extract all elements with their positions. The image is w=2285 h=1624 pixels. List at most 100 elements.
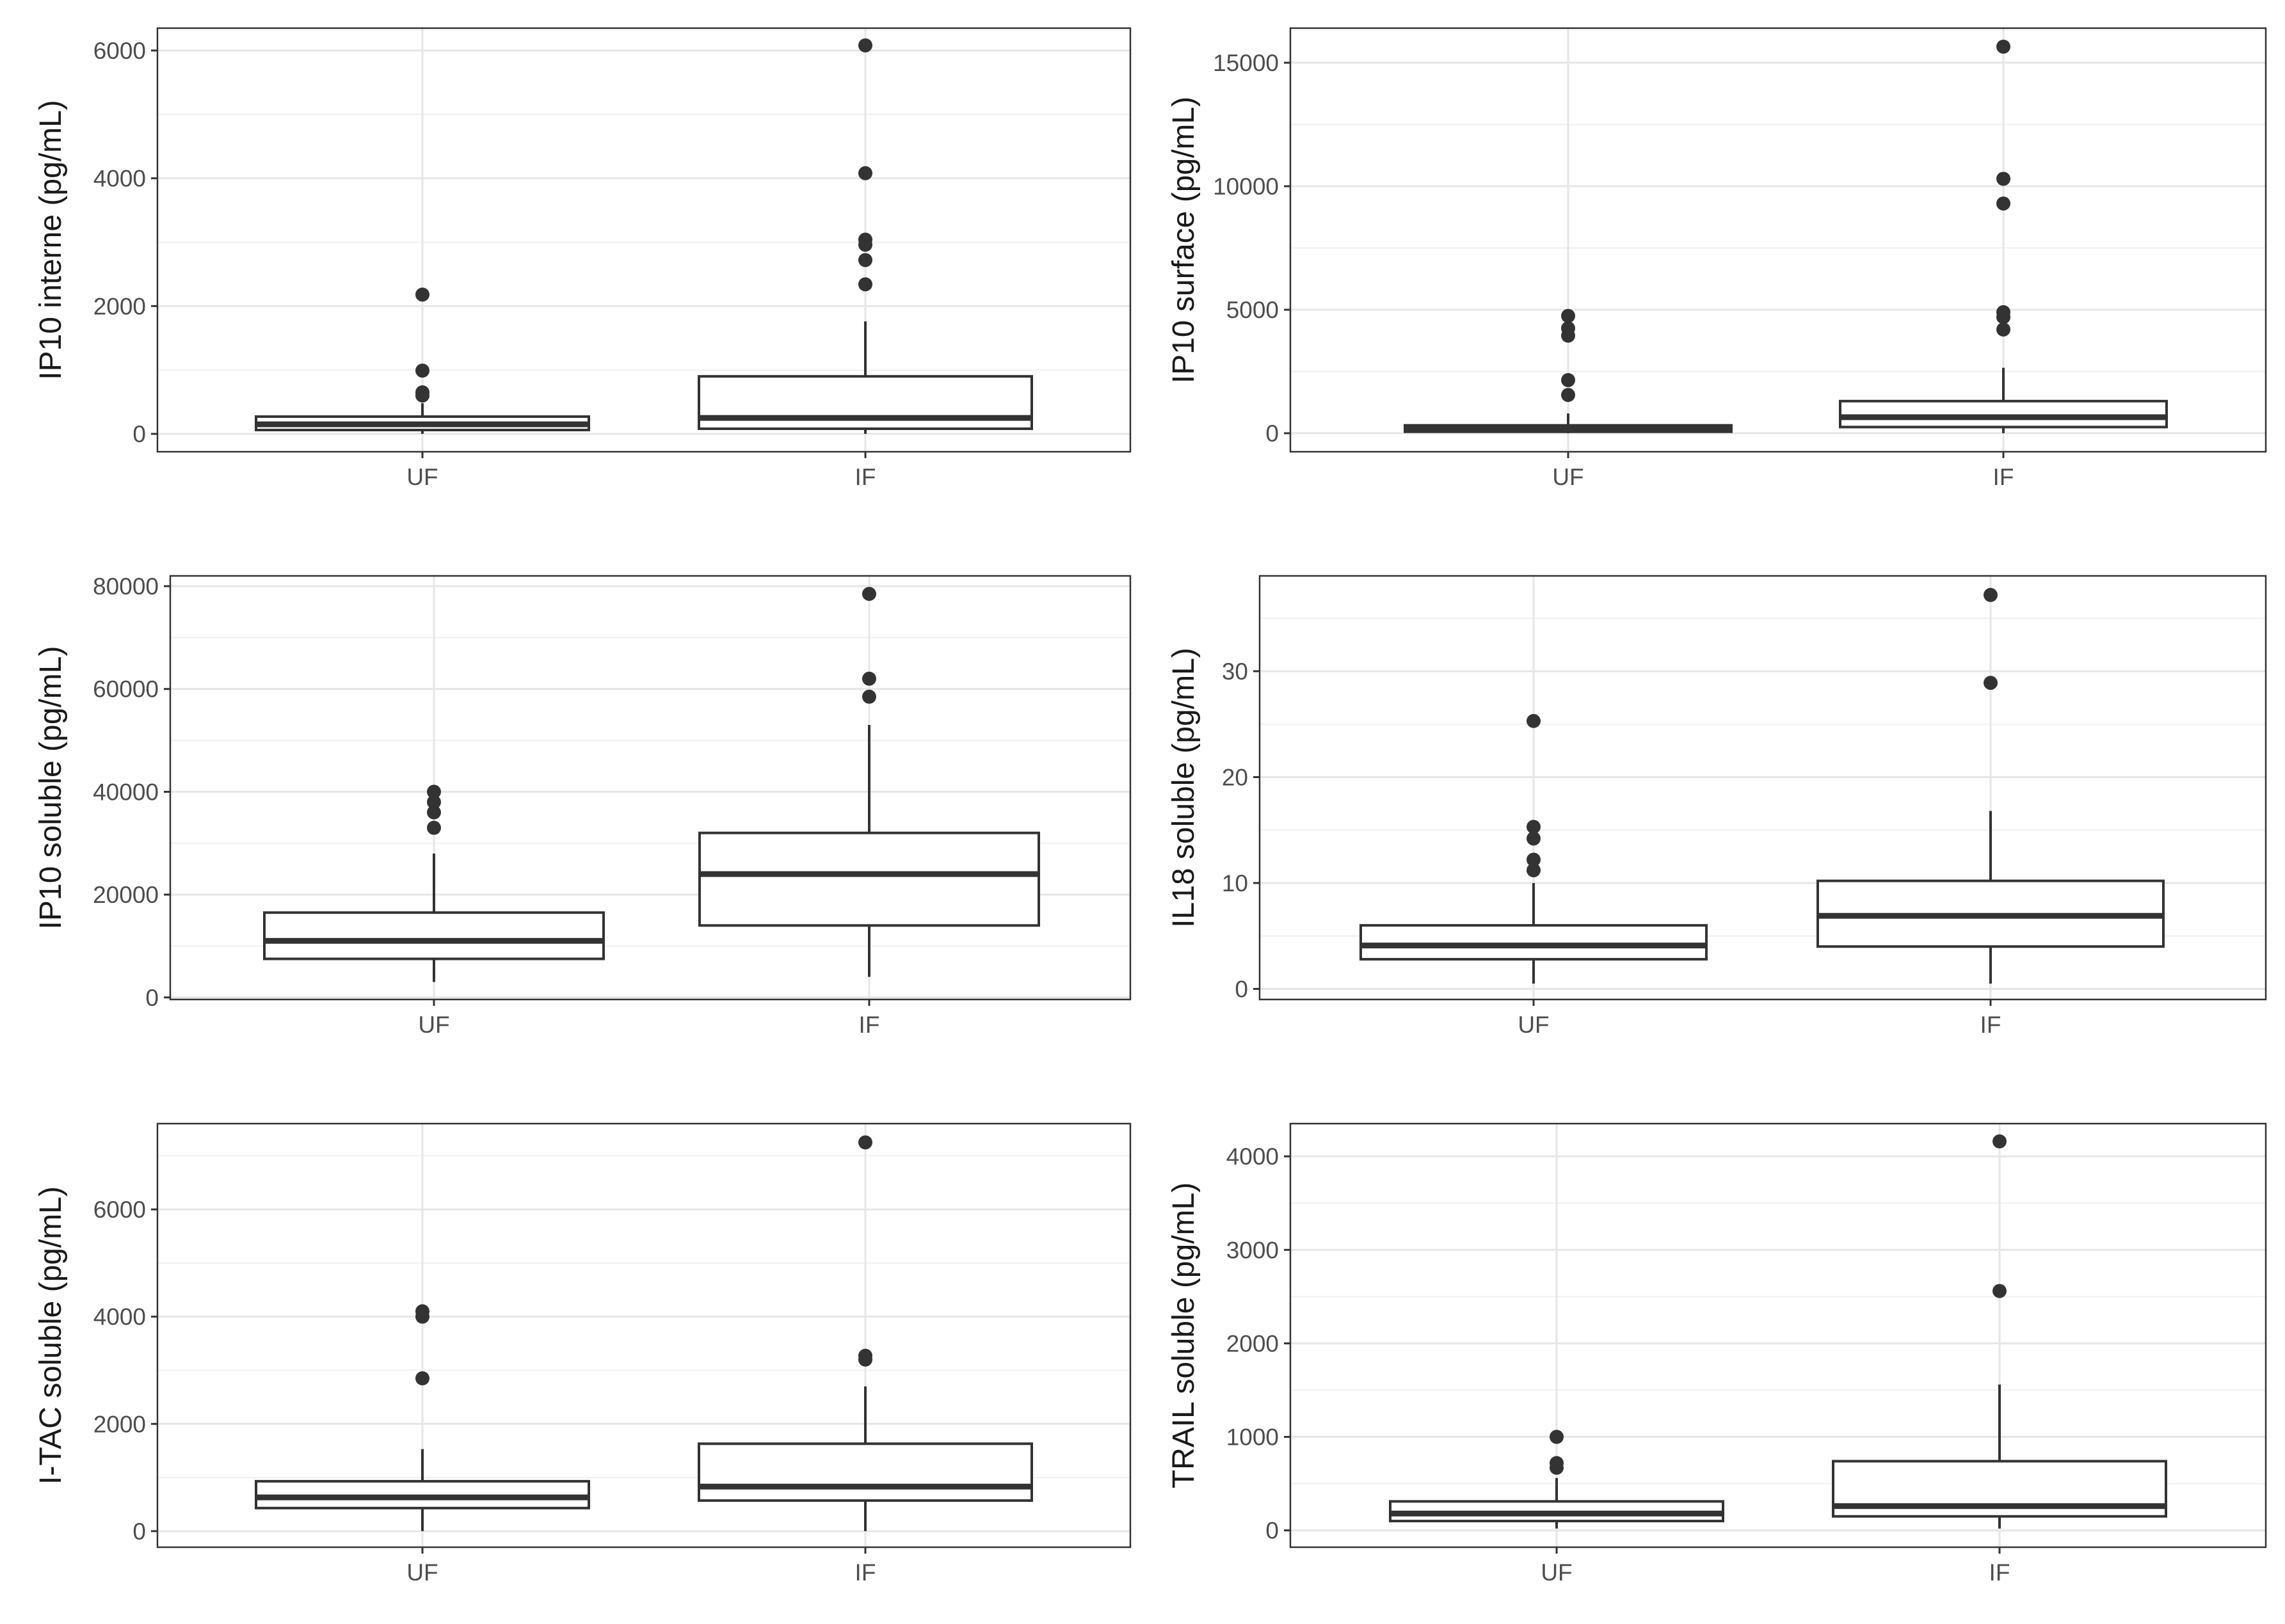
outlier-point xyxy=(858,277,872,292)
outlier-point xyxy=(415,385,429,400)
iqr-box xyxy=(263,911,605,960)
outlier-point xyxy=(1527,831,1541,846)
panel-5: 0 2000 4000 6000 UF IF I-TAC soluble (pg/mL) xyxy=(34,1122,1132,1586)
panel-border xyxy=(169,575,1132,1001)
panel-1: 0 2000 4000 6000 UF IF IP10 interne (pg/mL) xyxy=(34,27,1132,490)
x-tick-label: IF xyxy=(855,1559,876,1586)
box-UF xyxy=(255,287,590,434)
y-tick-label: 30 xyxy=(1222,658,1248,685)
panel-3: 0 20000 40000 60000 80000 UF IF IP10 soluble (p… xyxy=(34,573,1132,1038)
plot-background xyxy=(1290,28,2266,452)
outlier-point xyxy=(1527,713,1541,728)
x-tick-label: UF xyxy=(1541,1559,1572,1586)
outlier-point xyxy=(858,232,872,247)
x-tick-label: IF xyxy=(859,1012,880,1038)
y-axis-title: IL18 soluble (pg/mL) xyxy=(1167,648,1201,928)
y-tick-label: 20 xyxy=(1222,764,1248,790)
y-tick-label: 0 xyxy=(1265,420,1279,447)
y-tick-label: 6000 xyxy=(93,1197,146,1223)
box-IF xyxy=(698,38,1033,434)
y-axis-title: IP10 surface (pg/mL) xyxy=(1167,97,1201,383)
y-tick-label: 10 xyxy=(1222,870,1248,896)
iqr-box xyxy=(698,1442,1033,1502)
outlier-point xyxy=(1561,321,1575,335)
x-tick-label: UF xyxy=(1552,464,1583,490)
outlier-point xyxy=(1527,820,1541,834)
outlier-point xyxy=(427,805,441,820)
y-tick-label: 0 xyxy=(1265,1518,1279,1544)
box-UF xyxy=(1359,713,1708,984)
y-tick-label: 3000 xyxy=(1226,1237,1279,1263)
x-tick-label: IF xyxy=(855,464,876,490)
outlier-point xyxy=(862,689,876,704)
y-tick-label: 2000 xyxy=(1226,1330,1279,1357)
panel-border xyxy=(156,27,1132,453)
outlier-point xyxy=(415,363,429,378)
outlier-point xyxy=(1527,863,1541,878)
outlier-point xyxy=(415,1304,429,1319)
y-tick-label: 4000 xyxy=(93,1304,146,1330)
panel-2: 0 5000 10000 15000 UF IF IP10 surface (pg/mL) xyxy=(1167,27,2267,490)
outlier-point xyxy=(1996,322,2010,337)
outlier-point xyxy=(1984,676,1998,690)
outlier-point xyxy=(862,587,876,601)
panel-4: 0 10 20 30 UF IF IL18 soluble (pg/mL) xyxy=(1167,575,2267,1038)
outlier-point xyxy=(1996,171,2010,186)
iqr-box xyxy=(1359,924,1708,961)
iqr-box xyxy=(1839,399,2168,429)
outlier-point xyxy=(427,795,441,809)
box-IF xyxy=(1816,587,2165,984)
outlier-point xyxy=(415,287,429,302)
y-tick-label: 0 xyxy=(132,1518,146,1545)
iqr-box xyxy=(698,831,1040,927)
box-IF xyxy=(1832,1134,2167,1529)
outlier-point xyxy=(1527,852,1541,867)
y-tick-label: 5000 xyxy=(1226,297,1279,323)
outlier-point xyxy=(858,253,872,267)
outlier-point xyxy=(1996,39,2010,54)
y-tick-label: 2000 xyxy=(93,1411,146,1437)
y-tick-label: 60000 xyxy=(93,676,159,703)
box-UF xyxy=(255,1304,590,1531)
x-tick-label: IF xyxy=(1980,1012,2001,1038)
y-tick-label: 4000 xyxy=(1226,1143,1279,1170)
box-IF xyxy=(1839,39,2168,434)
y-tick-label: 40000 xyxy=(93,779,159,805)
outlier-point xyxy=(1996,196,2010,211)
outlier-point xyxy=(1561,373,1575,388)
x-tick-label: IF xyxy=(1993,464,2014,490)
panel-6: 0 1000 2000 3000 4000 UF IF TRAIL soluble (pg/m… xyxy=(1167,1122,2267,1586)
y-tick-label: 80000 xyxy=(93,573,159,600)
outlier-point xyxy=(1550,1429,1564,1444)
x-tick-label: UF xyxy=(406,464,438,490)
box-IF xyxy=(698,587,1040,977)
y-axis-title: IP10 soluble (pg/mL) xyxy=(34,646,68,930)
panel-border xyxy=(1289,1122,2267,1548)
y-axis-title: I-TAC soluble (pg/mL) xyxy=(34,1186,68,1485)
outlier-point xyxy=(427,820,441,835)
y-tick-label: 15000 xyxy=(1213,50,1279,76)
box-UF xyxy=(263,784,605,982)
x-tick-label: IF xyxy=(1989,1559,2010,1586)
outlier-point xyxy=(1984,587,1998,602)
panel-border xyxy=(1289,27,2267,453)
outlier-point xyxy=(1561,388,1575,402)
y-tick-label: 4000 xyxy=(93,166,146,192)
box-IF xyxy=(698,1135,1033,1531)
outlier-point xyxy=(858,1348,872,1363)
outlier-point xyxy=(862,671,876,686)
outlier-point xyxy=(415,1371,429,1386)
box-UF xyxy=(1404,308,1733,434)
x-tick-label: UF xyxy=(406,1559,438,1586)
outlier-point xyxy=(1561,308,1575,323)
iqr-box xyxy=(698,375,1033,431)
outlier-point xyxy=(1992,1134,2007,1149)
y-tick-label: 2000 xyxy=(93,293,146,319)
outlier-point xyxy=(1996,305,2010,319)
outlier-point xyxy=(858,38,872,52)
y-tick-label: 0 xyxy=(145,985,159,1011)
y-tick-label: 6000 xyxy=(93,38,146,64)
outlier-point xyxy=(427,784,441,799)
box-UF xyxy=(1389,1429,1724,1529)
